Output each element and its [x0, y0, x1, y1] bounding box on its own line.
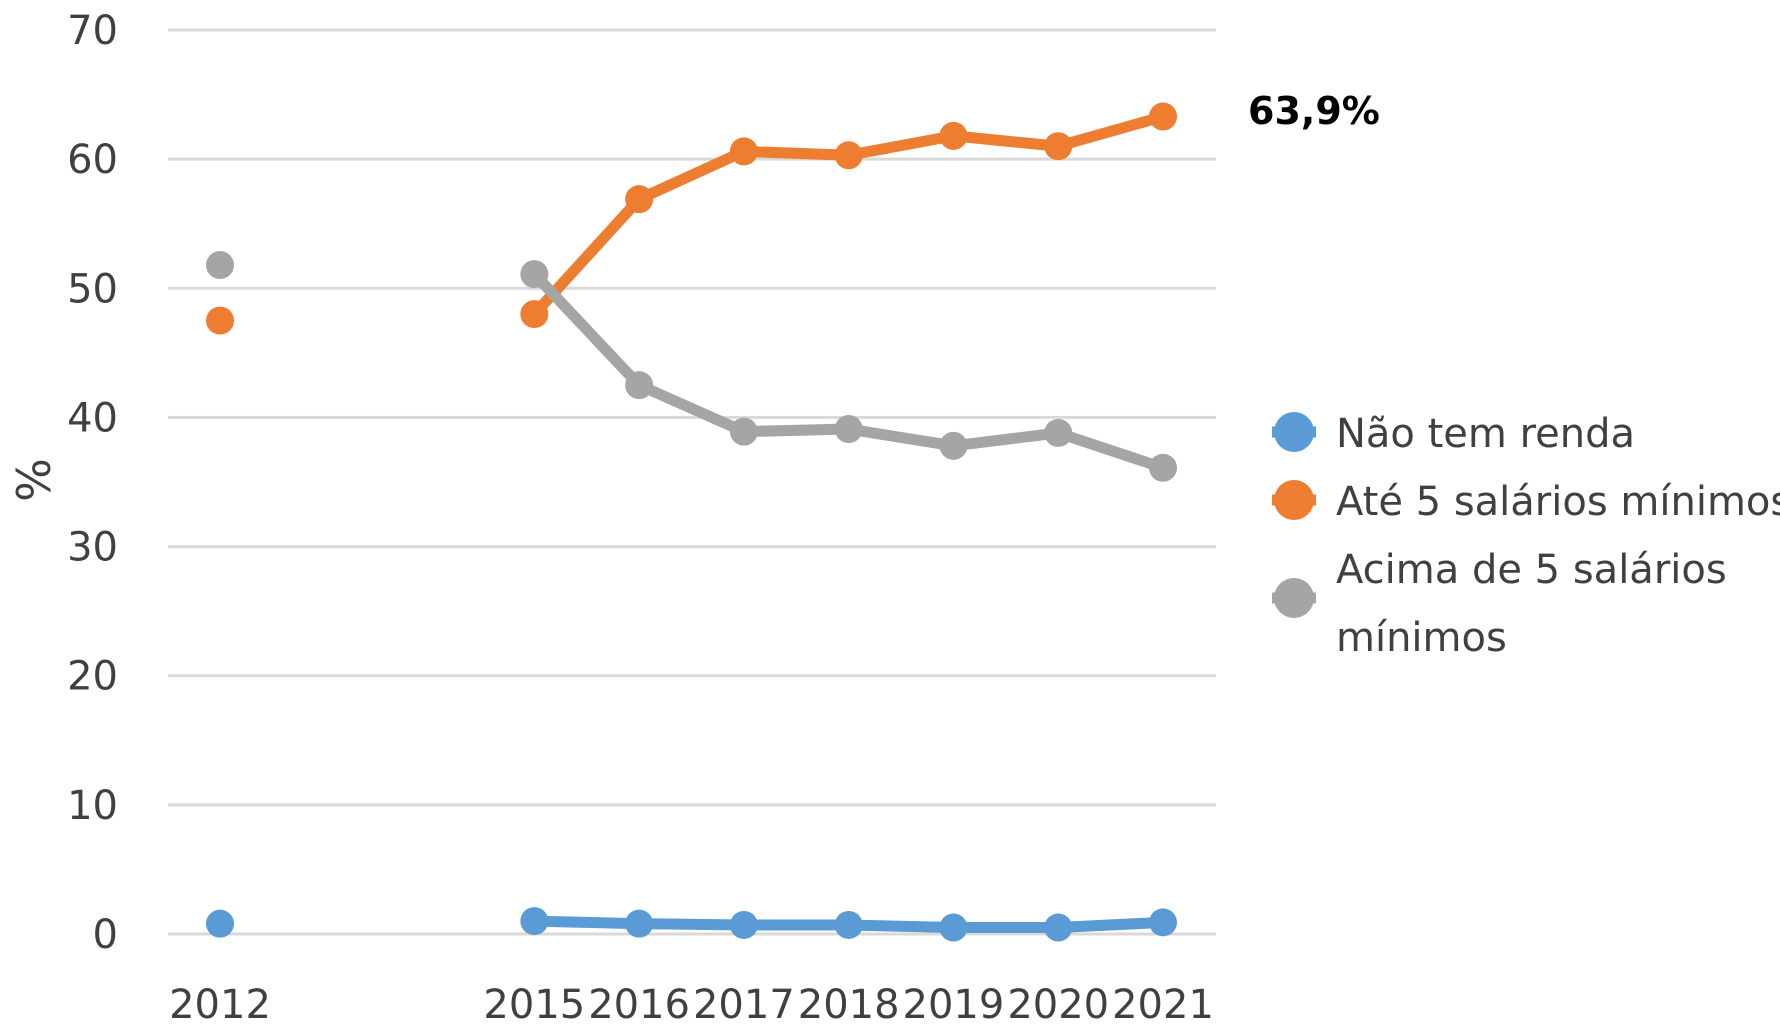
data-point: [939, 913, 968, 942]
y-tick-label: 70: [67, 8, 118, 54]
data-point: [1149, 102, 1177, 131]
gridlines: [168, 28, 1216, 936]
data-point: [206, 251, 234, 280]
legend-item: Não tem renda: [1272, 411, 1635, 457]
x-tick-label: 2021: [1112, 982, 1214, 1024]
data-point: [520, 260, 549, 289]
data-point: [1044, 418, 1073, 447]
data-point: [939, 431, 968, 460]
y-tick-label: 30: [67, 525, 118, 571]
y-tick-label: 40: [67, 395, 118, 441]
x-tick-label: 2012: [169, 982, 271, 1024]
y-tick-label: 50: [67, 266, 118, 312]
data-point: [834, 141, 863, 170]
legend-label: Até 5 salários mínimos: [1336, 479, 1780, 525]
series-3: [206, 251, 1177, 482]
y-tick-label: 20: [67, 654, 118, 700]
annotation-label: 63,9%: [1248, 89, 1380, 133]
data-point: [729, 137, 758, 166]
legend-marker: [1274, 412, 1314, 452]
legend-marker: [1274, 480, 1314, 520]
y-tick-label: 0: [93, 912, 118, 958]
data-point: [625, 185, 654, 214]
data-point: [206, 909, 234, 938]
y-axis-label: %: [7, 458, 61, 502]
y-tick-label: 60: [67, 137, 118, 183]
legend-item: Acima de 5 salários mínimos: [1272, 547, 1727, 661]
y-tick-label: 10: [67, 783, 118, 829]
series-2: [206, 102, 1177, 335]
data-point: [625, 371, 654, 400]
legend-label: Acima de 5 salários: [1336, 547, 1727, 593]
x-tick-label: 2020: [1007, 982, 1109, 1024]
data-point: [1044, 913, 1073, 942]
legend-label: mínimos: [1336, 615, 1507, 661]
x-tick-label: 2019: [903, 982, 1005, 1024]
data-point: [729, 910, 758, 939]
series-1: [206, 907, 1177, 942]
series-group: [206, 102, 1177, 942]
x-tick-label: 2018: [798, 982, 900, 1024]
y-axis-ticks: 0 10 20 30 40 50 60 70: [67, 8, 118, 958]
x-tick-label: 2017: [693, 982, 795, 1024]
legend-item: Até 5 salários mínimos: [1272, 479, 1780, 525]
data-point: [520, 300, 549, 329]
x-axis-ticks: 2012 2015 2016 2017 2018 2019 2020 2021: [169, 982, 1214, 1024]
x-tick-label: 2016: [588, 982, 690, 1024]
data-point: [625, 909, 654, 938]
legend-marker: [1274, 578, 1314, 618]
data-point: [1149, 453, 1177, 482]
data-point: [1149, 908, 1177, 937]
data-point: [1044, 132, 1073, 161]
legend-label: Não tem renda: [1336, 411, 1635, 457]
x-tick-label: 2015: [483, 982, 585, 1024]
data-point: [834, 910, 863, 939]
data-point: [520, 907, 549, 936]
data-point: [939, 121, 968, 150]
data-point: [206, 306, 234, 335]
data-point: [834, 415, 863, 444]
legend: Não tem renda Até 5 salários mínimos Acima…: [1272, 411, 1780, 661]
data-point: [729, 417, 758, 446]
